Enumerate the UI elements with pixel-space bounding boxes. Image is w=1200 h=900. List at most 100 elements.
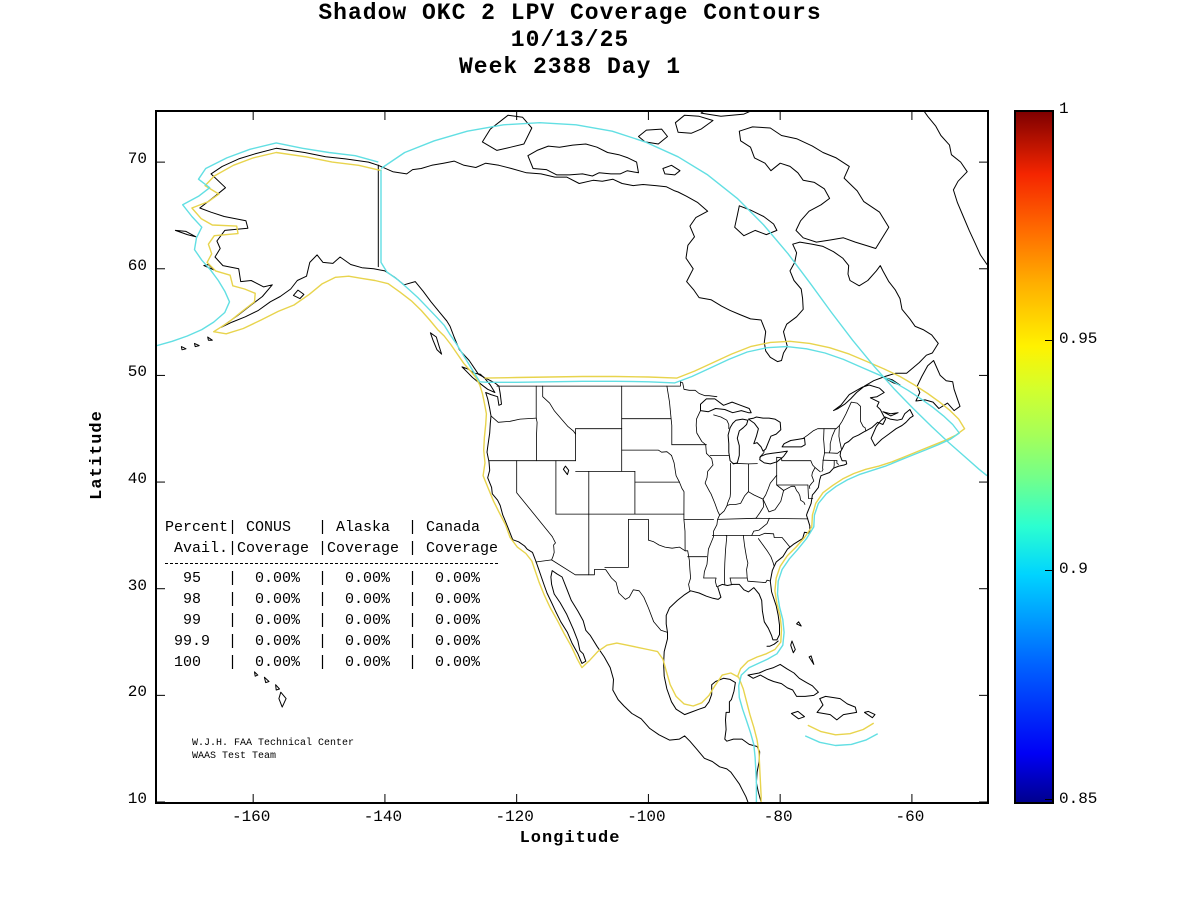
y-tick-label: 40: [127, 470, 147, 489]
coastline: [924, 112, 987, 265]
coverage-contour-0p90: [380, 169, 960, 802]
island-or-lake-outline: [254, 671, 259, 677]
title-line-3: Week 2388 Day 1: [458, 54, 682, 80]
y-axis-label: Latitude: [88, 410, 107, 500]
coverage-table-rows: 95 | 0.00% | 0.00% | 0.00% 98 | 0.00% | …: [174, 570, 481, 671]
colorbar-tick-label: 1: [1059, 100, 1069, 118]
state-or-national-border: [776, 456, 816, 468]
island-or-lake-outline: [734, 205, 778, 237]
credit-line-2: WAAS Test Team: [192, 751, 277, 762]
state-or-national-border: [726, 462, 731, 506]
island-or-lake-outline: [781, 437, 806, 448]
state-or-national-border: [703, 577, 718, 587]
island-or-lake-outline: [700, 398, 752, 414]
state-or-national-border: [713, 414, 730, 430]
island-or-lake-outline: [662, 164, 681, 176]
island-or-lake-outline: [194, 342, 200, 348]
x-tick-label: -100: [627, 808, 666, 826]
coverage-contour-0p90: [157, 142, 379, 347]
x-tick-label: -80: [763, 808, 793, 826]
state-or-national-border: [755, 498, 765, 519]
state-or-national-border: [542, 385, 576, 435]
state-or-national-border: [814, 467, 821, 473]
state-or-national-border: [551, 536, 556, 561]
x-tick-label: -60: [895, 808, 925, 826]
state-or-national-border: [648, 539, 686, 552]
state-or-national-border: [604, 519, 629, 568]
coverage-contour-0p95: [484, 340, 966, 678]
island-or-lake-outline: [748, 416, 782, 452]
island-or-lake-outline: [292, 289, 305, 300]
island-or-lake-outline: [915, 360, 961, 412]
state-or-national-border: [671, 455, 680, 483]
island-or-lake-outline: [700, 112, 750, 117]
x-tick-label: -120: [495, 808, 534, 826]
state-or-national-border: [751, 517, 770, 536]
island-or-lake-outline: [278, 691, 287, 708]
state-or-national-border: [717, 517, 757, 520]
y-tick-label: 10: [127, 790, 147, 808]
state-or-national-border: [755, 517, 809, 520]
island-or-lake-outline: [747, 663, 819, 697]
map-plot-area: Percent| CONUS | Alaska | Canada Avail.|…: [155, 110, 989, 804]
island-or-lake-outline: [638, 128, 668, 145]
y-tick-label: 30: [127, 576, 147, 595]
coverage-table: Percent| CONUS | Alaska | Canada Avail.|…: [165, 517, 499, 673]
coverage-contour-0p90: [804, 733, 879, 747]
state-or-national-border: [776, 484, 784, 491]
x-tick-label: -160: [231, 808, 271, 826]
state-or-national-border: [683, 519, 689, 552]
state-or-national-border: [809, 467, 816, 489]
island-or-lake-outline: [759, 450, 788, 465]
island-or-lake-outline: [738, 126, 890, 249]
island-or-lake-outline: [263, 676, 270, 684]
state-or-national-border: [742, 535, 749, 579]
state-or-national-border: [836, 460, 839, 465]
state-or-national-border: [762, 490, 784, 513]
colorbar-tick-label: 0.95: [1059, 330, 1098, 348]
state-or-national-border: [719, 474, 778, 516]
colorbar-tick-mark: [1045, 799, 1052, 800]
title-line-1: Shadow OKC 2 LPV Coverage Contours: [318, 0, 822, 26]
state-or-national-border: [758, 538, 775, 567]
state-or-national-border: [838, 425, 842, 450]
island-or-lake-outline: [174, 229, 197, 238]
colorbar-tick-mark: [1045, 340, 1052, 341]
island-or-lake-outline: [790, 710, 805, 720]
state-or-national-border: [783, 485, 806, 505]
state-or-national-border: [496, 381, 718, 398]
credit-annotation: W.J.H. FAA Technical Center WAAS Test Te…: [192, 737, 354, 763]
credit-line-1: W.J.H. FAA Technical Center: [192, 738, 355, 749]
island-or-lake-outline: [180, 346, 187, 351]
state-or-national-border: [666, 385, 673, 446]
state-or-national-border: [535, 559, 668, 633]
state-or-national-border: [824, 450, 841, 454]
state-or-national-border: [687, 550, 691, 592]
island-or-lake-outline: [674, 114, 714, 134]
y-tick-label: 20: [127, 683, 147, 702]
island-or-lake-outline: [527, 143, 639, 177]
island-or-lake-outline: [816, 695, 858, 721]
island-or-lake-outline: [429, 332, 443, 355]
colorbar-tick-label: 0.9: [1059, 560, 1088, 578]
y-tick-label: 70: [127, 150, 147, 169]
island-or-lake-outline: [727, 418, 749, 465]
x-tick-label: -140: [363, 808, 403, 826]
coverage-contour-0p95: [807, 722, 875, 736]
state-or-national-border: [732, 462, 758, 465]
colorbar-tick-mark: [1045, 570, 1052, 571]
state-or-national-border: [729, 577, 732, 585]
colorbar-tick-label: 0.85: [1059, 790, 1098, 808]
state-or-national-border: [729, 577, 771, 583]
state-or-national-border: [516, 460, 553, 537]
coastline: [199, 147, 749, 802]
state-or-national-border: [535, 385, 538, 462]
coverage-contour-0p90: [380, 122, 987, 477]
island-or-lake-outline: [882, 411, 899, 417]
state-or-national-border: [628, 519, 649, 541]
state-or-national-border: [724, 535, 728, 585]
island-or-lake-outline: [870, 409, 914, 447]
x-axis-label: Longitude: [519, 829, 621, 848]
state-or-national-border: [823, 428, 825, 454]
